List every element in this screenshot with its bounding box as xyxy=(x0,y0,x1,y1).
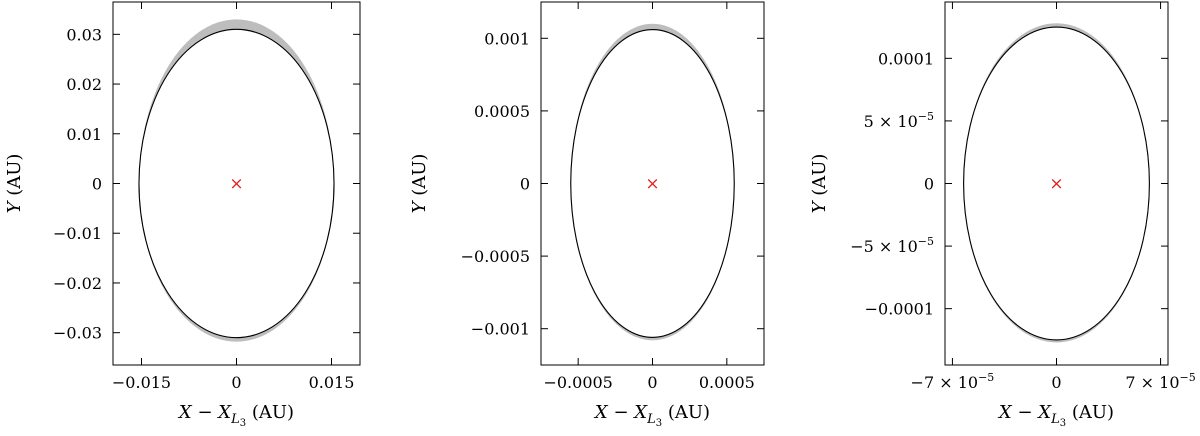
y-tick-label: 0.03 xyxy=(66,25,102,44)
y-axis-label: Y (AU) xyxy=(4,154,25,214)
x-tick-label: 0 xyxy=(231,373,241,392)
x-tick-label: 0 xyxy=(1051,373,1061,392)
x-tick-label: 7 × 10−5 xyxy=(1125,371,1195,392)
orbit-interior xyxy=(139,29,334,338)
y-tick-label: −0.02 xyxy=(53,274,102,293)
y-axis-label: Y (AU) xyxy=(409,154,430,214)
orbit-curve xyxy=(138,28,335,339)
x-tick-label: 0.015 xyxy=(309,373,355,392)
panel-1: −0.015 0 0.015 0.03 0.02 0.01 0 −0.01 −0.02 −0.03… xyxy=(4,1,361,429)
x-axis-label: X − XL3 (AU) xyxy=(997,402,1114,429)
y-axis-label: Y (AU) xyxy=(809,154,830,214)
y-tick-label: 5 × 10−5 xyxy=(864,110,934,131)
l3-marker: × xyxy=(1049,174,1063,194)
x-tick-label: −0.015 xyxy=(112,373,171,392)
x-tick-label: −7 × 10−5 xyxy=(911,371,995,392)
x-axis-label: X − XL3 (AU) xyxy=(593,402,710,429)
panel-3: −7 × 10−5 0 7 × 10−5 0.0001 5 × 10−5 0 −5 × 10… xyxy=(809,1,1196,429)
y-tick-label: −0.03 xyxy=(53,324,102,343)
y-tick-label: 0.01 xyxy=(66,125,102,144)
y-tick-label: −0.0005 xyxy=(461,247,530,266)
y-tick-label: −0.001 xyxy=(471,320,530,339)
panel-2: −0.0005 0 0.0005 0.001 0.0005 0 −0.0005 −0.001 ×… xyxy=(409,1,765,429)
y-tick-label: −0.0001 xyxy=(865,300,934,319)
y-tick-label: 0.0001 xyxy=(878,49,934,68)
y-tick-label: −0.01 xyxy=(53,224,102,243)
orbit-interior xyxy=(571,30,734,337)
y-tick-label: 0.001 xyxy=(484,29,530,48)
orbit-curve xyxy=(570,29,735,338)
x-axis-label: X − XL3 (AU) xyxy=(177,402,294,429)
y-tick-label: 0 xyxy=(924,175,934,194)
orbit-curve xyxy=(963,26,1150,341)
orbit-interior xyxy=(964,27,1149,340)
l3-marker: × xyxy=(645,174,659,194)
y-tick-label: 0.0005 xyxy=(474,102,530,121)
y-tick-label: 0 xyxy=(520,175,530,194)
y-tick-label: 0.02 xyxy=(66,75,102,94)
x-tick-label: 0 xyxy=(647,373,657,392)
y-tick-label: 0 xyxy=(92,175,102,194)
y-tick-label: −5 × 10−5 xyxy=(850,235,934,256)
x-tick-label: −0.0005 xyxy=(543,373,612,392)
l3-marker: × xyxy=(229,174,243,194)
x-tick-label: 0.0005 xyxy=(699,373,755,392)
